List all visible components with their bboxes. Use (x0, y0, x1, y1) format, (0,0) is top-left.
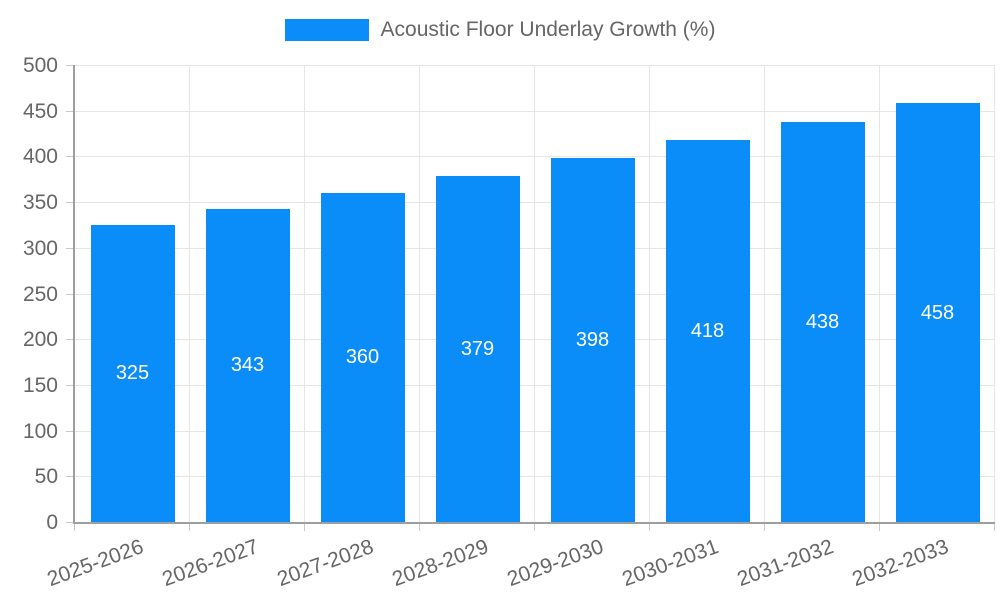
gridline-vertical (994, 65, 995, 522)
gridline-vertical (419, 65, 420, 522)
bar: 458 (895, 103, 980, 522)
bar-value-label: 379 (460, 337, 495, 360)
gridline-horizontal (75, 110, 995, 112)
bar: 438 (780, 121, 865, 522)
gridline-horizontal (75, 156, 995, 158)
gridline-horizontal (75, 65, 995, 66)
gridline-vertical (879, 65, 880, 522)
x-axis-category-label: 2028-2029 (388, 535, 492, 592)
gridline-vertical (764, 65, 765, 522)
x-axis-tick (189, 524, 190, 531)
gridline-horizontal (75, 339, 995, 341)
x-axis-tick (74, 524, 75, 531)
gridline-vertical (534, 65, 535, 522)
x-axis-tick (304, 524, 305, 531)
bar-value-label: 325 (115, 362, 150, 385)
gridline-horizontal (75, 384, 995, 386)
x-axis-category-label: 2032-2033 (848, 535, 952, 592)
y-axis-tick-label: 0 (46, 511, 58, 534)
y-axis-tick (66, 384, 73, 386)
bar: 360 (320, 192, 405, 522)
bar-value-label: 360 (345, 346, 380, 369)
x-axis-category-label: 2026-2027 (158, 535, 262, 592)
x-axis-tick (649, 524, 650, 531)
x-axis-tick (534, 524, 535, 531)
y-axis-tick (66, 247, 73, 249)
y-axis-tick-label: 300 (22, 236, 58, 260)
y-axis-tick-label: 100 (22, 419, 58, 443)
x-axis-category-label: 2029-2030 (503, 535, 607, 592)
x-axis-tick (879, 524, 880, 531)
bar-value-label: 458 (920, 301, 955, 324)
y-axis-tick-label: 200 (22, 328, 58, 352)
y-axis-tick-label: 150 (22, 373, 58, 397)
bar-value-label: 343 (230, 354, 265, 377)
gridline-horizontal (75, 476, 995, 478)
y-axis-tick-label: 250 (22, 282, 58, 306)
y-axis-tick-label: 450 (22, 99, 58, 123)
y-axis-tick (66, 476, 73, 478)
bar: 379 (435, 175, 520, 522)
gridline-horizontal (75, 293, 995, 295)
legend-swatch[interactable] (284, 19, 369, 41)
y-axis-tick (66, 339, 73, 341)
x-axis-category-label: 2030-2031 (618, 535, 722, 592)
gridline-horizontal (75, 430, 995, 432)
x-axis-tick (994, 524, 995, 531)
bar: 343 (205, 208, 290, 522)
gridline-horizontal (75, 247, 995, 249)
bar-value-label: 398 (575, 329, 610, 352)
x-axis-category-label: 2025-2026 (43, 535, 147, 592)
y-axis-tick (66, 65, 73, 66)
y-axis-tick (66, 430, 73, 432)
bar-value-label: 438 (805, 310, 840, 333)
legend-label[interactable]: Acoustic Floor Underlay Growth (%) (380, 18, 716, 41)
y-axis-tick (66, 522, 73, 523)
bar: 398 (550, 158, 635, 522)
y-axis-tick-label: 500 (22, 54, 58, 77)
bar-value-label: 418 (690, 319, 725, 342)
y-axis-tick (66, 156, 73, 158)
y-axis-tick-label: 50 (34, 465, 58, 489)
y-axis-tick (66, 293, 73, 295)
bar: 418 (665, 139, 750, 522)
bar: 325 (90, 224, 175, 522)
y-axis-tick-label: 400 (22, 145, 58, 169)
x-axis-tick (419, 524, 420, 531)
gridline-vertical (304, 65, 305, 522)
gridline-vertical (649, 65, 650, 522)
x-axis-category-label: 2031-2032 (733, 535, 837, 592)
gridline-horizontal (75, 202, 995, 204)
y-axis-tick-label: 350 (22, 191, 58, 215)
x-axis-tick (764, 524, 765, 531)
gridline-vertical (189, 65, 190, 522)
legend: Acoustic Floor Underlay Growth (%) (0, 18, 1000, 42)
y-axis-tick (66, 110, 73, 112)
x-axis-category-label: 2027-2028 (273, 535, 377, 592)
y-axis-tick (66, 202, 73, 204)
plot-area: 325 343 360 379 398 418 438 458 (66, 65, 995, 531)
